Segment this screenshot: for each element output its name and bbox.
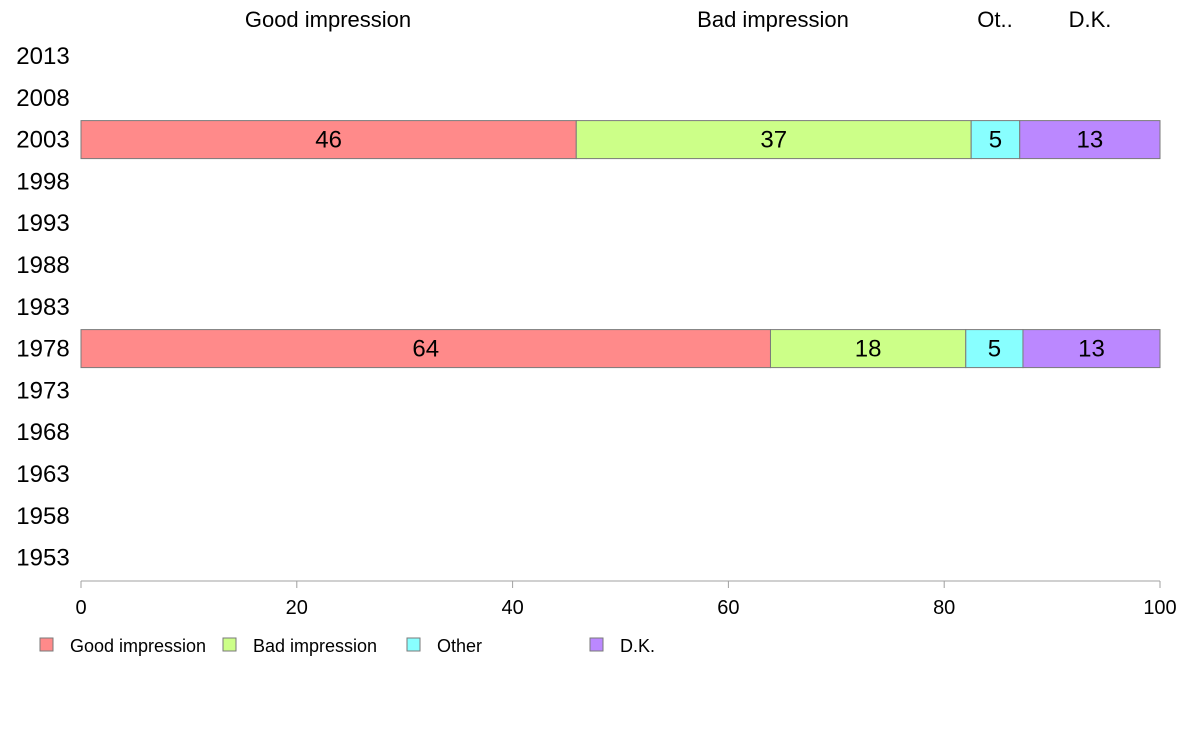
bar-value-label: 18 [855, 336, 882, 363]
bar-segment [1019, 120, 1161, 160]
legend-swatch [222, 637, 237, 652]
bar-segment [970, 120, 1021, 160]
y-axis-labels: 2013 2008 2003 1998 1993 1988 1983 1978 1973 1968… [16, 43, 69, 572]
bar-segment [80, 329, 771, 369]
year-label: 1988 [16, 252, 69, 279]
year-label: 2003 [16, 127, 69, 154]
year-label: 1963 [16, 461, 69, 488]
bars: 46 37 5 13 64 18 5 13 [80, 120, 1161, 369]
bar-segment [965, 329, 1024, 369]
x-axis: 0 20 40 60 80 100 [75, 580, 1177, 619]
bar-value-label: 46 [315, 127, 342, 154]
year-label: 1958 [16, 503, 69, 530]
legend-label: Bad impression [253, 636, 377, 656]
column-header: Ot.. [977, 7, 1012, 32]
year-label: 1953 [16, 545, 69, 572]
bar-value-label: 37 [760, 127, 787, 154]
legend-swatch [406, 637, 421, 652]
year-label: 1978 [16, 336, 69, 363]
column-header: D.K. [1069, 7, 1112, 32]
x-tick-label: 80 [933, 597, 955, 619]
year-label: 1993 [16, 210, 69, 237]
x-tick-label: 0 [75, 597, 86, 619]
bar-segment [769, 329, 967, 369]
bar-value-label: 64 [412, 336, 439, 363]
year-label: 1968 [16, 419, 69, 446]
column-header: Bad impression [697, 7, 849, 32]
legend-label: Other [437, 636, 482, 656]
year-label: 1998 [16, 168, 69, 195]
legend: Good impression Bad impression Other D.K. [39, 636, 655, 656]
legend-label: D.K. [620, 636, 655, 656]
x-tick-label: 100 [1143, 597, 1176, 619]
column-header: Good impression [245, 7, 411, 32]
column-headers: Good impression Bad impression Ot.. D.K. [245, 7, 1112, 32]
x-tick-label: 60 [717, 597, 739, 619]
bar-segment [575, 120, 972, 160]
year-label: 2013 [16, 43, 69, 70]
bar-value-label: 5 [989, 127, 1002, 154]
bar-value-label: 13 [1078, 336, 1105, 363]
x-tick-label: 20 [286, 597, 308, 619]
x-tick-label: 40 [501, 597, 523, 619]
year-label: 2008 [16, 85, 69, 112]
bar-value-label: 5 [988, 336, 1001, 363]
bar-segment [80, 120, 577, 160]
year-label: 1973 [16, 377, 69, 404]
legend-swatch [589, 637, 604, 652]
year-label: 1983 [16, 294, 69, 321]
legend-label: Good impression [70, 636, 206, 656]
legend-swatch [39, 637, 54, 652]
bar-segment [1022, 329, 1161, 369]
bar-value-label: 13 [1077, 127, 1104, 154]
